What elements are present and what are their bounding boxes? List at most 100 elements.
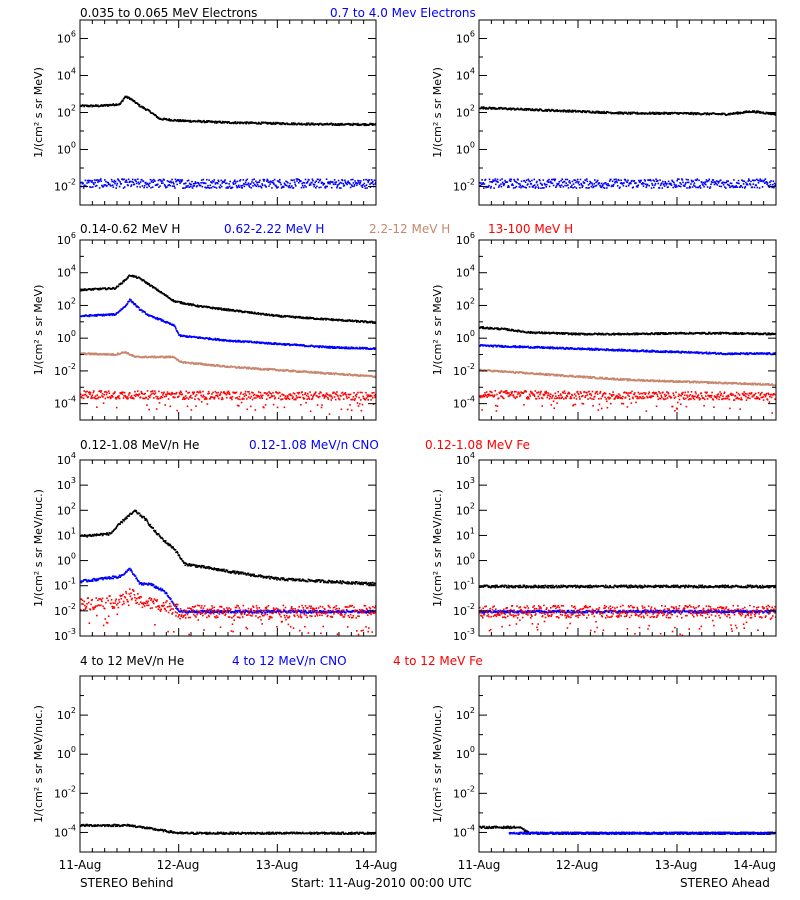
data-point — [721, 113, 724, 116]
data-point — [119, 102, 122, 105]
data-point — [109, 397, 112, 400]
data-point — [265, 122, 268, 124]
data-point — [135, 180, 137, 183]
data-point — [212, 181, 215, 183]
data-point — [277, 370, 280, 372]
data-point — [583, 182, 586, 184]
data-point — [101, 184, 103, 187]
data-point — [212, 364, 214, 367]
data-point — [654, 182, 657, 185]
data-point — [520, 180, 523, 183]
data-point — [202, 364, 205, 366]
data-point — [737, 182, 739, 184]
data-point — [503, 184, 505, 187]
data-point — [323, 397, 326, 399]
data-point — [315, 187, 317, 189]
data-point — [492, 346, 494, 348]
data-point — [696, 178, 699, 180]
data-point — [192, 393, 194, 395]
data-point — [562, 333, 564, 335]
data-point — [124, 95, 127, 98]
data-point — [345, 393, 347, 396]
data-point — [169, 120, 172, 122]
data-point — [176, 409, 178, 412]
data-point — [153, 393, 156, 395]
data-point — [266, 123, 269, 125]
data-point — [705, 112, 707, 115]
data-point — [285, 180, 287, 183]
data-point — [231, 398, 233, 401]
legend-entry: 2.2-12 MeV H — [369, 222, 450, 236]
data-point — [92, 397, 94, 399]
data-point — [337, 395, 339, 397]
data-point — [748, 111, 750, 114]
data-point — [244, 183, 246, 186]
data-point — [701, 333, 703, 335]
data-point — [349, 186, 352, 189]
data-point — [114, 180, 117, 183]
data-point — [657, 182, 660, 185]
data-point — [111, 395, 113, 397]
data-point — [359, 182, 362, 184]
data-point — [145, 282, 147, 284]
data-point — [297, 396, 299, 399]
data-point — [496, 328, 499, 331]
data-point — [149, 111, 152, 113]
data-point — [768, 186, 771, 188]
data-point — [287, 395, 289, 398]
data-point — [315, 391, 317, 393]
data-point — [658, 332, 661, 335]
data-point — [309, 370, 312, 373]
data-point — [229, 180, 231, 183]
data-point — [89, 353, 91, 356]
data-point — [577, 182, 579, 184]
data-point — [224, 392, 227, 395]
data-point — [577, 333, 579, 336]
data-point — [595, 181, 597, 184]
data-point — [591, 112, 593, 114]
data-point — [202, 390, 204, 393]
data-point — [704, 181, 707, 183]
data-point — [360, 180, 362, 182]
data-point — [125, 180, 127, 182]
data-point — [681, 178, 683, 180]
data-point — [153, 397, 155, 399]
data-point — [308, 317, 311, 320]
data-point — [96, 394, 99, 396]
data-point — [614, 182, 616, 184]
legend-entry: 0.14-0.62 MeV H — [80, 222, 180, 236]
data-point — [735, 112, 738, 115]
data-point — [695, 186, 697, 189]
data-point — [352, 178, 354, 181]
data-point — [201, 396, 204, 398]
data-point — [166, 186, 168, 188]
data-point — [664, 333, 666, 336]
data-point — [176, 330, 178, 332]
data-point — [365, 397, 368, 400]
data-point — [115, 103, 117, 105]
data-point — [166, 356, 168, 359]
data-point — [651, 112, 653, 115]
data-point — [138, 306, 140, 309]
data-point — [288, 184, 291, 187]
data-point — [355, 374, 358, 377]
data-point — [573, 333, 575, 335]
data-point — [276, 314, 278, 316]
data-point — [92, 287, 94, 290]
data-point — [138, 276, 141, 279]
data-point — [289, 182, 291, 185]
data-point — [693, 112, 696, 114]
data-point — [752, 332, 755, 334]
data-point — [767, 332, 769, 334]
data-point — [100, 391, 102, 393]
data-point — [268, 397, 271, 399]
data-point — [361, 186, 364, 188]
data-point — [236, 122, 238, 124]
data-point — [280, 314, 283, 317]
data-point — [352, 122, 355, 125]
data-point — [758, 110, 761, 113]
data-point — [337, 123, 339, 125]
data-point — [554, 179, 556, 182]
data-point — [350, 184, 353, 186]
